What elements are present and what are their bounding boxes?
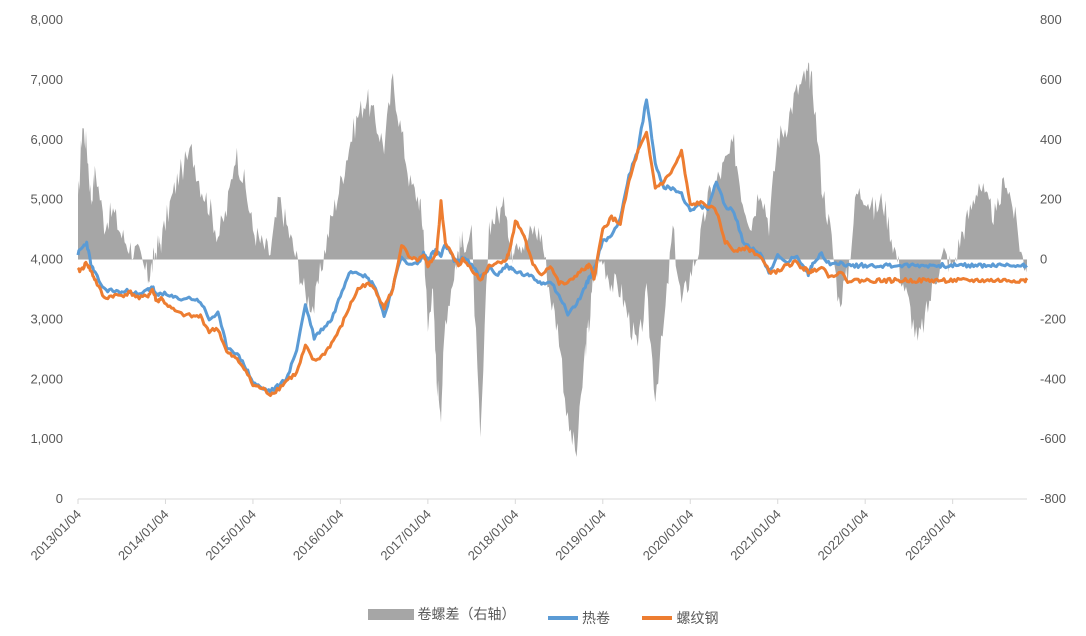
legend-label-rebar: 螺纹钢: [676, 610, 719, 627]
x-axis-ticks: 2013/01/04 2014/01/04 2015/01/04 2016/01/04…: [27, 499, 959, 564]
left-tick-label: 4,000: [30, 252, 63, 267]
right-tick-label: 200: [1040, 192, 1062, 207]
right-tick-label: -200: [1040, 311, 1066, 326]
chart: 0 1,000 2,000 3,000 4,000 5,000 6,000 7,000 8,00…: [27, 12, 1066, 564]
x-tick-label: 2017/01/04: [377, 507, 434, 564]
right-tick-label: 400: [1040, 132, 1062, 147]
left-tick-label: 1,000: [30, 431, 63, 446]
legend-swatch-spread: [367, 608, 414, 620]
legend-item-hrc: 热卷: [548, 608, 610, 628]
x-tick-label: 2022/01/04: [815, 507, 872, 564]
x-tick-label: 2013/01/04: [27, 507, 84, 564]
left-tick-label: 5,000: [30, 192, 63, 207]
legend-item-rebar: 螺纹钢: [642, 608, 718, 628]
right-tick-label: 0: [1040, 252, 1047, 267]
legend-label-spread: 卷螺差（右轴）: [417, 607, 516, 623]
x-tick-label: 2018/01/04: [465, 507, 522, 564]
series-spread-area: [78, 62, 1027, 458]
left-tick-label: 8,000: [30, 12, 63, 27]
left-tick-label: 2,000: [30, 371, 63, 386]
x-tick-label: 2023/01/04: [902, 507, 959, 564]
x-tick-label: 2014/01/04: [115, 507, 172, 564]
right-tick-label: -400: [1040, 371, 1066, 386]
x-tick-label: 2016/01/04: [290, 507, 347, 564]
left-tick-label: 0: [56, 491, 63, 506]
legend-swatch-rebar: [642, 615, 673, 620]
left-axis-ticks: 0 1,000 2,000 3,000 4,000 5,000 6,000 7,000 8,00…: [30, 12, 63, 506]
x-tick-label: 2021/01/04: [727, 507, 784, 564]
left-tick-label: 3,000: [30, 311, 63, 326]
x-tick-label: 2020/01/04: [640, 507, 697, 564]
legend-swatch-hrc: [548, 615, 578, 620]
right-tick-label: 600: [1040, 72, 1062, 87]
legend-item-spread: 卷螺差（右轴）: [367, 604, 516, 624]
legend-label-hrc: 热卷: [582, 610, 610, 627]
left-tick-label: 6,000: [30, 132, 63, 147]
right-axis-ticks: -800 -600 -400 -200 0 200 400 600 800: [1040, 12, 1066, 506]
series-rebar-line: [76, 130, 1029, 397]
series-hrc-line: [76, 98, 1028, 394]
right-tick-label: 800: [1040, 12, 1062, 27]
right-tick-label: -600: [1040, 431, 1066, 446]
price-lines-layer: [76, 98, 1029, 397]
spread-area-layer: [78, 62, 1027, 458]
right-tick-label: -800: [1040, 491, 1066, 506]
legend: 卷螺差（右轴） 热卷 螺纹钢: [0, 604, 1086, 628]
x-tick-label: 2015/01/04: [202, 507, 259, 564]
left-tick-label: 7,000: [30, 72, 63, 87]
x-tick-label: 2019/01/04: [552, 507, 609, 564]
